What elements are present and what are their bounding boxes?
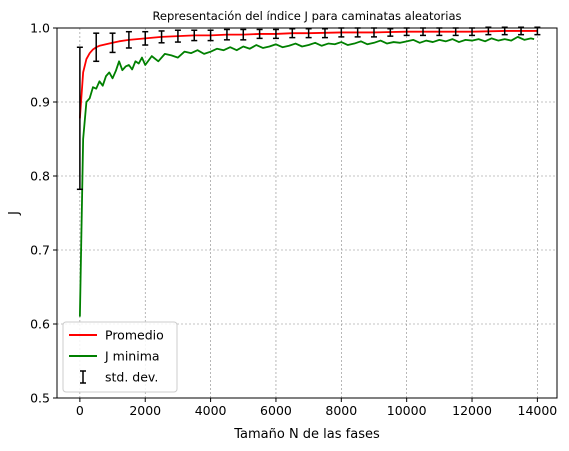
- y-tick-label: 1.0: [30, 21, 50, 36]
- ticks: 0 2000 4000 6000 8000 10000 12000 14000 0.5 0.6 0.…: [30, 21, 557, 419]
- errorbar: [109, 32, 116, 54]
- errorbar: [289, 27, 296, 39]
- errorbar: [240, 28, 247, 41]
- y-axis-label: J: [7, 211, 22, 216]
- axes-frame: [56, 27, 558, 399]
- errorbar: [158, 30, 165, 44]
- legend-box: [62, 321, 178, 393]
- x-tick-label: 2000: [129, 403, 161, 418]
- y-tick-label: 0.8: [30, 169, 50, 184]
- legend-label-promedio: Promedio: [105, 328, 164, 343]
- errorbar: [93, 32, 100, 63]
- y-tick-label: 0.9: [30, 95, 50, 110]
- errorbar: [256, 28, 263, 40]
- x-tick-label: 10000: [387, 403, 427, 418]
- errorbar: [142, 30, 149, 46]
- x-axis-label: Tamaño N de las fases: [233, 427, 380, 442]
- legend: Promedio J minima std. dev.: [62, 321, 178, 393]
- chart-title: Representación del índice J para caminat…: [152, 9, 461, 23]
- x-tick-label: 8000: [325, 403, 357, 418]
- errorbar: [125, 30, 132, 49]
- series-line-j-minima: [78, 35, 535, 317]
- legend-swatch-std-dev: [80, 370, 86, 384]
- x-tick-label: 6000: [260, 403, 292, 418]
- errorbar: [272, 28, 279, 40]
- y-tick-label: 0.5: [30, 391, 50, 406]
- x-tick-label: 12000: [452, 403, 492, 418]
- x-tick-label: 4000: [195, 403, 227, 418]
- errorbar: [305, 27, 312, 39]
- x-tick-label: 14000: [518, 403, 558, 418]
- y-tick-label: 0.6: [30, 317, 50, 332]
- errorbar: [321, 27, 328, 39]
- y-tick-label: 0.7: [30, 243, 50, 258]
- legend-label-j-minima: J minima: [104, 349, 160, 364]
- errorbar-group: [76, 26, 541, 191]
- plot-area: [76, 26, 541, 317]
- errorbar: [174, 29, 181, 43]
- errorbar: [207, 29, 214, 42]
- errorbar: [387, 27, 394, 37]
- legend-label-std-dev: std. dev.: [105, 370, 158, 385]
- errorbar: [223, 28, 230, 41]
- errorbar: [191, 29, 198, 42]
- x-tick-label: 0: [76, 403, 84, 418]
- errorbar: [76, 46, 83, 191]
